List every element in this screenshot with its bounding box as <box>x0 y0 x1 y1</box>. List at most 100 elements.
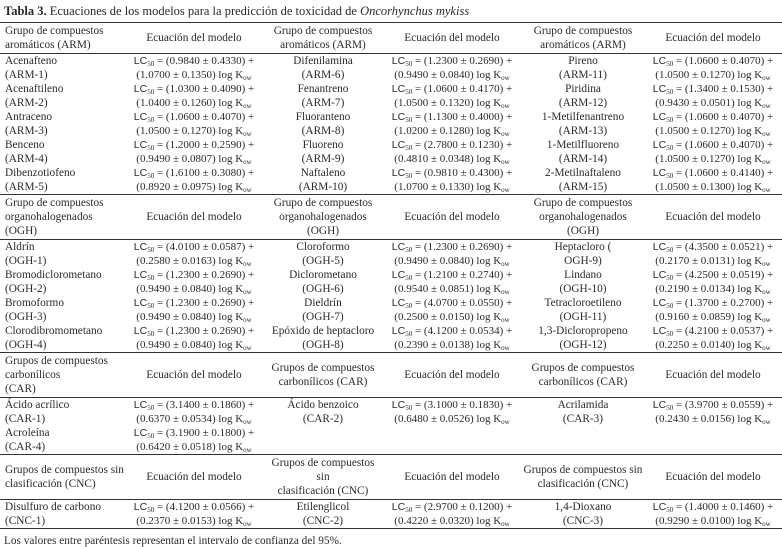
equation-cell: LC50 = (4.2500 ± 0.0519) + (0.2190 ± 0.01… <box>644 268 782 296</box>
kow-subscript: ow <box>762 158 771 166</box>
compound-cell: Fenantreno (ARM-7) <box>264 82 382 110</box>
compound-cell: Difenilamina (ARM-6) <box>264 54 382 83</box>
lc50-subscript: 50 <box>666 506 674 514</box>
footnote: Los valores entre paréntesis representan… <box>4 535 342 547</box>
kow-symbol: K <box>235 125 244 137</box>
compound-code: (ARM-11) <box>559 69 607 81</box>
compound-code: (OGH-11) <box>559 311 607 323</box>
group-header-line: Grupos de compuestos <box>531 362 635 374</box>
kow-symbol: K <box>235 283 244 295</box>
equation-header-cell: Ecuación del modelo <box>382 454 522 500</box>
lc50-subscript: 50 <box>147 506 155 514</box>
kow-symbol: K <box>754 413 763 425</box>
compound-cell: Dieldrín (OGH-7) <box>264 296 382 324</box>
compound-cell: Acenaftileno (ARM-2) <box>0 82 124 110</box>
compound-name: Ácido acrílico <box>5 399 70 411</box>
equation-line-1: = (1.2300 ± 0.2690) + <box>414 241 513 253</box>
compound-code: (CNC-3) <box>562 515 604 527</box>
equation-line-1: = (4.0700 ± 0.0550) + <box>414 297 513 309</box>
equation-line-2: (0.2390 ± 0.0138) log <box>394 339 491 351</box>
compound-cell: Naftaleno (ARM-10) <box>264 166 382 195</box>
table-row: Acroleína (CAR-4) LC50 = (3.1900 ± 0.1800)… <box>0 426 782 455</box>
kow-symbol: K <box>754 515 763 527</box>
compound-code: (ARM-13) <box>558 125 608 137</box>
equation-line-1: = (1.0600 ± 0.4070) + <box>675 55 774 67</box>
equation-cell: LC50 = (1.2100 ± 0.2740) + (0.9540 ± 0.08… <box>382 268 522 296</box>
compound-cell: Benceno (ARM-4) <box>0 138 124 166</box>
compound-code: (ARM-1) <box>5 69 48 81</box>
lc50-subscript: 50 <box>666 60 674 68</box>
compound-name: Cloroformo <box>296 241 350 253</box>
kow-symbol: K <box>235 69 244 81</box>
equation-line-2: (0.8920 ± 0.0975) log <box>136 181 233 193</box>
equation-line-2: (0.2500 ± 0.0150) log <box>394 311 491 323</box>
group-header-line: clasificación (CNC) <box>277 485 369 497</box>
kow-symbol: K <box>235 441 244 453</box>
equation-cell <box>382 426 522 455</box>
compound-code: (OGH-7) <box>302 311 344 323</box>
compound-cell: Diclorometano (OGH-6) <box>264 268 382 296</box>
equation-line-1: = (1.3400 ± 0.1530) + <box>675 83 774 95</box>
lc50-symbol: LC <box>652 297 667 309</box>
kow-subscript: ow <box>501 260 510 268</box>
equation-line-2: (0.9540 ± 0.0851) log <box>394 283 491 295</box>
compound-code: (OGH-1) <box>5 255 47 267</box>
lc50-subscript: 50 <box>666 88 674 96</box>
lc50-symbol: LC <box>391 241 406 253</box>
compound-name: Aldrín <box>5 241 35 253</box>
equation-line-2: (0.9490 ± 0.0807) log <box>136 153 233 165</box>
lc50-symbol: LC <box>391 83 406 95</box>
equation-header: Ecuación del modelo <box>665 369 761 381</box>
compound-code: (ARM-7) <box>301 97 345 109</box>
group-header-line: Grupo de compuestos <box>273 197 373 209</box>
compound-code: (OGH-3) <box>5 311 47 323</box>
group-header-line: Grupo de compuestos <box>533 197 633 209</box>
kow-symbol: K <box>235 413 244 425</box>
lc50-subscript: 50 <box>147 246 155 254</box>
compound-code: (ARM-6) <box>301 69 345 81</box>
equation-cell: LC50 = (1.0600 ± 0.4070) + (1.0500 ± 0.12… <box>644 110 782 138</box>
group-header-cell: Grupo de compuestos aromáticos (ARM) <box>522 22 644 54</box>
kow-symbol: K <box>493 255 502 267</box>
kow-symbol: K <box>493 283 502 295</box>
compound-name: Piridina <box>565 83 601 95</box>
equation-line-2: (0.6370 ± 0.0534) log <box>136 413 233 425</box>
kow-symbol: K <box>493 153 502 165</box>
lc50-subscript: 50 <box>147 330 155 338</box>
lc50-symbol: LC <box>652 269 667 281</box>
equation-line-2: (1.0500 ± 0.1270) log <box>655 153 752 165</box>
compound-cell: Pireno (ARM-11) <box>522 54 644 83</box>
compound-code: (CNC-2) <box>302 515 344 527</box>
lc50-subscript: 50 <box>147 60 155 68</box>
group-header-line: Grupo de compuestos <box>273 25 373 37</box>
group-header-line: Grupo de compuestos <box>533 25 633 37</box>
kow-subscript: ow <box>501 288 510 296</box>
kow-symbol: K <box>493 181 502 193</box>
lc50-subscript: 50 <box>405 404 413 412</box>
group-header-cell: Grupo de compuestos aromáticos (ARM) <box>0 22 124 54</box>
equation-cell: LC50 = (1.3400 ± 0.1530) + (0.9430 ± 0.05… <box>644 82 782 110</box>
compound-name: Epóxido de heptacloro <box>271 325 375 337</box>
table-label: Tabla 3. <box>4 4 47 18</box>
lc50-subscript: 50 <box>405 172 413 180</box>
group-header-cell: Grupo de compuestos aromáticos (ARM) <box>264 22 382 54</box>
group-header-cell: Grupos de compuestos carbonílicos (CAR) <box>522 352 644 398</box>
equation-header: Ecuación del modelo <box>665 211 761 223</box>
lc50-subscript: 50 <box>147 404 155 412</box>
equation-cell: LC50 = (1.1300 ± 0.4000) + (1.0200 ± 0.12… <box>382 110 522 138</box>
equation-cell: LC50 = (1.0300 ± 0.4090) + (1.0400 ± 0.12… <box>124 82 264 110</box>
compound-name: Tetracloroetileno <box>544 297 622 309</box>
kow-subscript: ow <box>243 130 252 138</box>
group-header-line: Grupos de compuestos sin <box>5 464 124 476</box>
lc50-symbol: LC <box>133 427 148 439</box>
compound-code: (ARM-14) <box>558 153 608 165</box>
section-header-row: Grupos de compuestos sin clasificación (C… <box>0 454 782 500</box>
lc50-subscript: 50 <box>405 330 413 338</box>
compound-cell: Bromoformo (OGH-3) <box>0 296 124 324</box>
group-header-line: aromáticos (ARM) <box>540 39 626 51</box>
equation-line-1: = (1.6100 ± 0.3080) + <box>156 167 255 179</box>
kow-symbol: K <box>754 339 763 351</box>
group-header-cell: Grupo de compuestos organohalogenados (OG… <box>522 194 644 240</box>
equation-line-2: (0.2430 ± 0.0156) log <box>655 413 752 425</box>
compound-code: (ARM-3) <box>5 125 48 137</box>
